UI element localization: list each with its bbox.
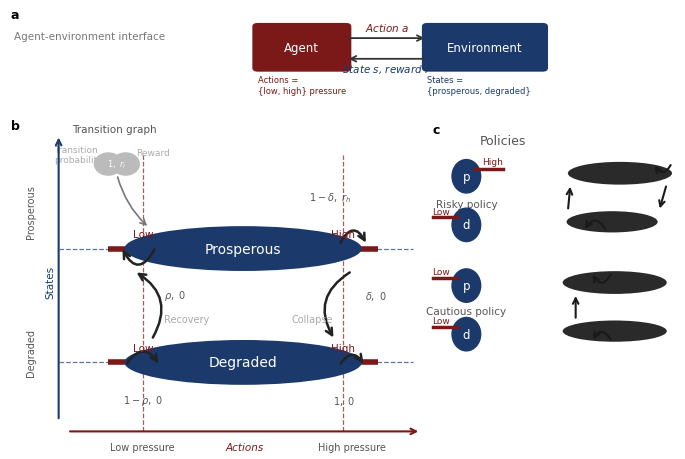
Text: p: p [462, 170, 470, 184]
Circle shape [452, 160, 481, 194]
Text: a: a [10, 9, 18, 22]
Text: c: c [432, 124, 440, 137]
Text: Policies: Policies [479, 134, 526, 147]
Text: Low: Low [132, 230, 153, 240]
Ellipse shape [562, 321, 667, 342]
Text: Recovery: Recovery [164, 314, 210, 325]
Text: Risky policy: Risky policy [436, 199, 497, 209]
Text: State $s$, reward $r$: State $s$, reward $r$ [342, 62, 432, 75]
Circle shape [452, 318, 481, 351]
Text: Prosperous: Prosperous [25, 184, 36, 238]
Text: $1,\ 0$: $1,\ 0$ [332, 394, 354, 407]
Text: Cautious policy: Cautious policy [426, 307, 506, 317]
Text: Transition
probability: Transition probability [54, 146, 103, 165]
Text: d: d [462, 328, 470, 341]
Text: $1-\rho,\ 0$: $1-\rho,\ 0$ [123, 393, 163, 408]
Circle shape [452, 209, 481, 242]
Ellipse shape [562, 272, 667, 294]
FancyBboxPatch shape [252, 24, 351, 73]
Text: b: b [11, 120, 20, 133]
Text: High: High [482, 157, 503, 166]
Text: Actions: Actions [225, 442, 263, 452]
Text: $\rho,\ 0$: $\rho,\ 0$ [164, 289, 186, 302]
Circle shape [112, 154, 139, 176]
Circle shape [95, 154, 122, 176]
Text: p: p [462, 280, 470, 292]
Ellipse shape [568, 162, 672, 185]
Ellipse shape [125, 340, 362, 385]
Text: Reward: Reward [136, 149, 170, 158]
Text: High: High [332, 343, 356, 353]
Text: $1-\delta,\ r_h$: $1-\delta,\ r_h$ [310, 190, 351, 204]
Text: Action $a$: Action $a$ [364, 22, 409, 34]
Text: Low: Low [432, 268, 450, 277]
Circle shape [452, 269, 481, 302]
Text: Degraded: Degraded [25, 328, 36, 376]
FancyBboxPatch shape [422, 24, 548, 73]
Text: Low: Low [132, 343, 153, 353]
Text: States =
{prosperous, degraded}: States = {prosperous, degraded} [427, 76, 531, 96]
Ellipse shape [566, 212, 658, 233]
Ellipse shape [125, 227, 362, 271]
Text: Low: Low [432, 316, 450, 325]
Text: $\delta,\ 0$: $\delta,\ 0$ [365, 289, 386, 302]
Text: Collapse: Collapse [292, 314, 333, 325]
Text: Low pressure: Low pressure [110, 442, 175, 452]
Text: Agent: Agent [284, 42, 319, 55]
Text: Actions =
{low, high} pressure: Actions = {low, high} pressure [258, 76, 346, 96]
Text: High pressure: High pressure [318, 442, 386, 452]
Text: States: States [45, 265, 55, 298]
Text: Agent-environment interface: Agent-environment interface [14, 32, 165, 42]
Text: Degraded: Degraded [209, 356, 277, 369]
Text: Environment: Environment [447, 42, 523, 55]
Text: $1,\ r_l$: $1,\ r_l$ [107, 158, 127, 171]
Text: Prosperous: Prosperous [205, 242, 282, 256]
Text: Low: Low [432, 207, 450, 216]
Text: Transition graph: Transition graph [71, 125, 156, 135]
Text: d: d [462, 219, 470, 232]
Text: High: High [332, 230, 356, 240]
